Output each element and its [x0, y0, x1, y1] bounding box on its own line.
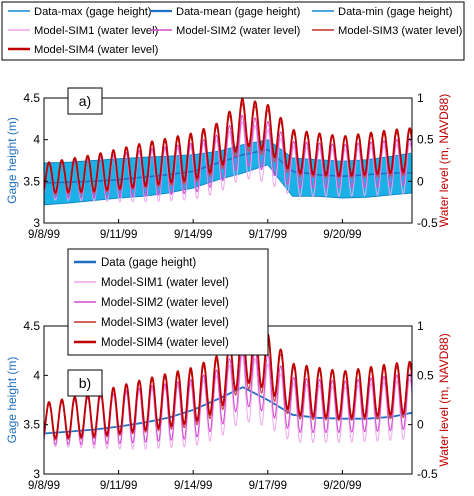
panel-label-a-box — [67, 87, 103, 115]
left-tick-label-b: 4 — [33, 368, 40, 382]
x-tick-label-b: 9/17/99 — [249, 480, 287, 492]
left-tick-label-b: 3.5 — [23, 418, 40, 432]
legend-a-label: Model-SIM2 (water level) — [176, 25, 301, 37]
panel-label-b: b) — [79, 375, 91, 391]
legend-a-label: Data-max (gage height) — [34, 6, 152, 18]
x-tick-label-a: 9/20/99 — [323, 229, 361, 241]
data-range-band-a — [44, 139, 412, 205]
x-tick-label-b: 9/14/99 — [174, 480, 212, 492]
x-tick-label-a: 9/11/99 — [100, 229, 138, 241]
left-axis-title-b: Gage height (m) — [5, 357, 19, 444]
right-tick-label-a: 0 — [417, 174, 424, 188]
legend-a-label: Model-SIM3 (water level) — [338, 25, 463, 37]
legend-b-label: Data (gage height) — [101, 257, 196, 269]
right-tick-label-b: 0.5 — [417, 368, 434, 382]
series-model-sim1-water-level-b — [44, 353, 412, 450]
legend-a-label: Data-mean (gage height) — [176, 6, 301, 18]
series-model-sim2-water-level-b — [44, 345, 412, 445]
x-tick-label-b: 9/8/99 — [28, 480, 60, 492]
panel-label-b-box — [67, 369, 103, 397]
right-tick-label-a: -0.5 — [417, 216, 438, 230]
x-tick-label-a: 9/17/99 — [249, 229, 287, 241]
legend-b-label: Model-SIM2 (water level) — [101, 297, 229, 309]
x-tick-label-a: 9/14/99 — [174, 229, 212, 241]
left-tick-label-b: 4.5 — [23, 319, 40, 333]
plot-area-a — [44, 98, 412, 206]
legend-a-frame — [1, 1, 465, 61]
right-axis-title-a: Water level (m, NAVD88) — [437, 94, 451, 227]
right-tick-label-b: -0.5 — [417, 467, 438, 481]
plot-area-b — [44, 326, 412, 450]
right-tick-label-a: 1 — [417, 91, 424, 105]
x-tick-label-b: 9/20/99 — [323, 480, 361, 492]
right-tick-label-a: 0.5 — [417, 133, 434, 147]
x-tick-label-b: 9/11/99 — [100, 480, 138, 492]
legend-a-label: Data-min (gage height) — [338, 6, 453, 18]
legend-b-frame — [67, 248, 269, 356]
panel-label-a: a) — [79, 93, 91, 109]
left-axis-title-a: Gage height (m) — [5, 117, 19, 204]
right-axis-title-b: Water level (m, NAVD88) — [437, 333, 451, 466]
series-model-sim1-water-level-a — [44, 121, 412, 203]
legend-b-label: Model-SIM1 (water level) — [101, 277, 229, 289]
left-tick-label-a: 4.5 — [23, 91, 40, 105]
plot-frame-a — [43, 97, 413, 224]
left-tick-label-b: 3 — [33, 467, 40, 481]
legend-b-label: Model-SIM3 (water level) — [101, 317, 229, 329]
right-tick-label-b: 1 — [417, 319, 424, 333]
panel-b: 3 3.5 4 4.5 -0.5 0 0.5 1 9/8/99 9/11/99 9/14/99 9/1… — [5, 248, 451, 492]
left-tick-label-a: 3.5 — [23, 174, 40, 188]
legend-a-label: Model-SIM4 (water level) — [34, 44, 159, 56]
legend-a: Data-max (gage height) Data-mean (gage he… — [1, 1, 465, 61]
series-model-sim2-water-level-a — [44, 114, 412, 199]
left-tick-label-a: 4 — [33, 133, 40, 147]
panel-a: 3 3.5 4 4.5 -0.5 0 0.5 1 9/8/99 9/11/99 9/14/99 9/1… — [5, 87, 451, 241]
left-tick-label-a: 3 — [33, 216, 40, 230]
legend-a-label: Model-SIM1 (water level) — [34, 25, 159, 37]
right-tick-label-b: 0 — [417, 418, 424, 432]
series-model-sim4-water-level-a — [44, 98, 412, 194]
x-tick-label-a: 9/8/99 — [28, 229, 60, 241]
legend-b-label: Model-SIM4 (water level) — [101, 337, 229, 349]
